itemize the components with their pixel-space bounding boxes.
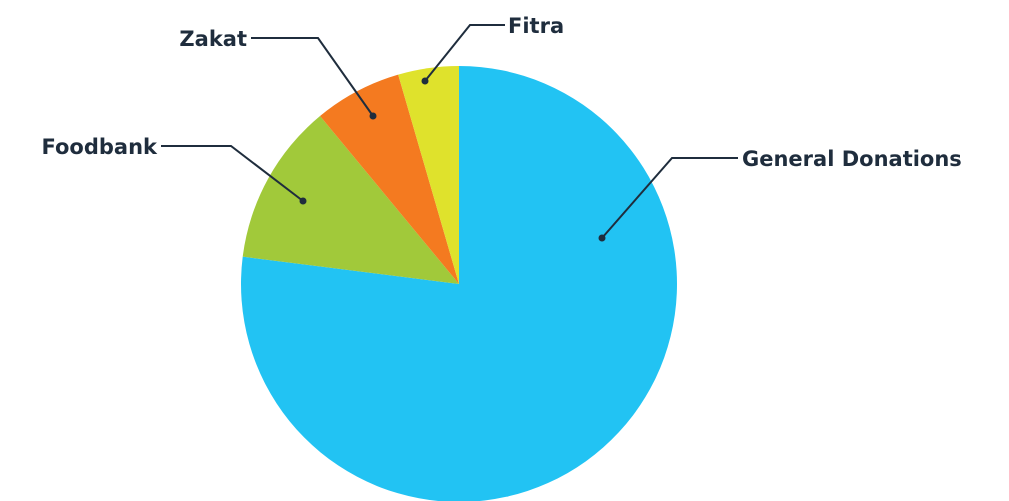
label-fitra: Fitra	[508, 14, 564, 38]
label-general-donations: General Donations	[742, 147, 962, 171]
pie-slice-general-donations	[241, 66, 677, 501]
pie-slice-zakat	[320, 74, 459, 284]
leader-lines	[161, 24, 738, 242]
label-foodbank: Foodbank	[42, 135, 159, 159]
leader-dot-general-donations	[598, 234, 606, 242]
pie-slice-fitra	[398, 66, 459, 284]
leader-line-fitra	[424, 24, 505, 82]
leader-line-foodbank	[161, 145, 304, 202]
leader-dot-zakat	[369, 112, 377, 120]
leader-line-general-donations	[601, 157, 738, 239]
label-zakat: Zakat	[179, 27, 247, 51]
leader-dot-fitra	[421, 77, 429, 85]
leader-dot-foodbank	[299, 197, 307, 205]
pie-slice-foodbank	[242, 116, 459, 284]
pie-slices	[241, 66, 677, 501]
leader-line-zakat	[251, 37, 374, 117]
